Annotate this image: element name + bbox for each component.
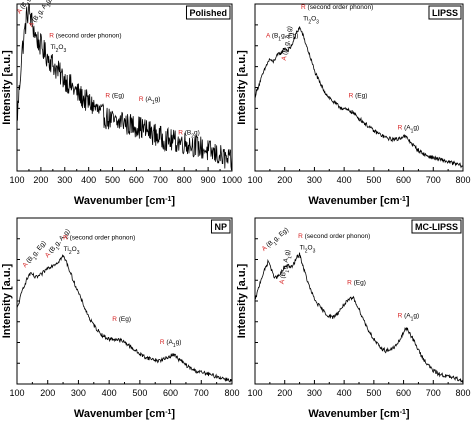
chart-panel-2: 100 200 300 400 500 600 700 800 Wavenumber [cm-1… bbox=[236, 3, 471, 207]
peak-annotation: R (B2g) bbox=[178, 129, 200, 139]
peak-annotation: A (B1g, A1g) bbox=[281, 26, 297, 62]
x-axis-label: Wavenumber [cm-1] bbox=[74, 408, 176, 420]
x-tick-label: 600 bbox=[129, 175, 144, 185]
y-axis-label: Intensity [a.u.] bbox=[1, 50, 13, 125]
x-tick-label: 300 bbox=[71, 388, 86, 398]
panel-title: NP bbox=[214, 222, 227, 232]
peak-annotation: Ti2O3 bbox=[50, 44, 66, 54]
x-tick-label: 300 bbox=[307, 175, 322, 185]
x-tick-label: 300 bbox=[57, 175, 72, 185]
x-tick-label: 500 bbox=[366, 175, 381, 185]
panel-title-box bbox=[411, 219, 462, 234]
x-tick-label: 800 bbox=[177, 175, 192, 185]
x-tick-label: 600 bbox=[396, 388, 411, 398]
peak-annotation: Ti2O3 bbox=[64, 246, 80, 256]
peak-annotation: A (B1g, Eg) bbox=[266, 32, 298, 42]
x-tick-label: 600 bbox=[396, 175, 411, 185]
chart-panel-4: 100 200 300 400 500 600 700 800 Wavenumber [cm-1… bbox=[236, 217, 471, 420]
peak-annotation: R (second order phonon) bbox=[49, 32, 121, 39]
panel-title-box bbox=[185, 5, 231, 20]
x-tick-label: 200 bbox=[33, 175, 48, 185]
peak-annotation: R (Eg) bbox=[105, 93, 124, 100]
chart-panel-1: 100 200 300 400 500 600 700 800 900 1000 Wavenumbe… bbox=[1, 0, 242, 207]
x-tick-label: 800 bbox=[224, 388, 239, 398]
y-axis-label: Intensity [a.u.] bbox=[236, 50, 248, 125]
plot-frame bbox=[254, 217, 464, 385]
x-tick-label: 100 bbox=[247, 175, 262, 185]
peak-annotation: R (Eg) bbox=[112, 316, 131, 323]
peak-annotation: R (second order phonon) bbox=[63, 235, 135, 242]
x-tick-label: 200 bbox=[40, 388, 55, 398]
peak-annotation: R (A1g) bbox=[139, 96, 161, 106]
peak-annotation: Ti2O3 bbox=[300, 245, 316, 255]
x-tick-label: 700 bbox=[426, 388, 441, 398]
plot-frame bbox=[16, 3, 233, 172]
chart-panel-3: 100 200 300 400 500 600 700 800 Wavenumber [cm-1… bbox=[1, 217, 240, 420]
peak-annotation: R (second order phonon) bbox=[301, 4, 373, 11]
x-tick-label: 700 bbox=[153, 175, 168, 185]
panel-title: MC-LIPSS bbox=[415, 222, 458, 232]
x-axis-label: Wavenumber [cm-1] bbox=[74, 195, 176, 207]
panel-title-box bbox=[210, 219, 231, 234]
x-tick-label: 600 bbox=[163, 388, 178, 398]
x-tick-label: 400 bbox=[102, 388, 117, 398]
x-tick-label: 400 bbox=[337, 388, 352, 398]
x-axis-label: Wavenumber [cm-1] bbox=[308, 408, 410, 420]
x-tick-label: 700 bbox=[426, 175, 441, 185]
y-axis-label: Intensity [a.u.] bbox=[1, 263, 13, 338]
peak-annotation: R (second order phonon) bbox=[298, 233, 370, 240]
x-axis-label: Wavenumber [cm-1] bbox=[308, 195, 410, 207]
spectrum-line bbox=[254, 252, 464, 383]
x-tick-label: 200 bbox=[277, 388, 292, 398]
peak-annotation: R (Eg) bbox=[349, 93, 368, 100]
x-tick-label: 400 bbox=[81, 175, 96, 185]
x-tick-label: 100 bbox=[9, 388, 24, 398]
x-tick-label: 800 bbox=[455, 175, 470, 185]
peak-annotation: R (A1g) bbox=[160, 339, 182, 349]
peak-annotation: A (B1g, A1g) bbox=[279, 249, 295, 285]
x-tick-label: 700 bbox=[194, 388, 209, 398]
x-tick-label: 500 bbox=[132, 388, 147, 398]
peak-annotation: R (Eg) bbox=[347, 279, 366, 286]
panel-title-box bbox=[428, 5, 462, 20]
x-tick-label: 500 bbox=[366, 388, 381, 398]
spectrum-line bbox=[16, 4, 233, 171]
x-tick-label: 200 bbox=[277, 175, 292, 185]
spectrum-line bbox=[16, 254, 233, 383]
x-tick-label: 400 bbox=[337, 175, 352, 185]
x-tick-label: 500 bbox=[105, 175, 120, 185]
peak-annotation: Ti2O3 bbox=[303, 16, 319, 26]
panel-title: LIPSS bbox=[432, 8, 458, 18]
x-tick-label: 900 bbox=[201, 175, 216, 185]
x-tick-label: 100 bbox=[9, 175, 24, 185]
x-tick-label: 300 bbox=[307, 388, 322, 398]
peak-annotation: R (A1g) bbox=[398, 313, 420, 323]
x-tick-label: 800 bbox=[455, 388, 470, 398]
y-axis-label: Intensity [a.u.] bbox=[236, 263, 248, 338]
spectrum-line bbox=[254, 26, 464, 169]
x-tick-label: 1000 bbox=[222, 175, 242, 185]
panel-title: Polished bbox=[189, 8, 227, 18]
x-tick-label: 100 bbox=[247, 388, 262, 398]
peak-annotation: R (A1g) bbox=[398, 124, 420, 134]
plot-frame bbox=[16, 217, 233, 385]
